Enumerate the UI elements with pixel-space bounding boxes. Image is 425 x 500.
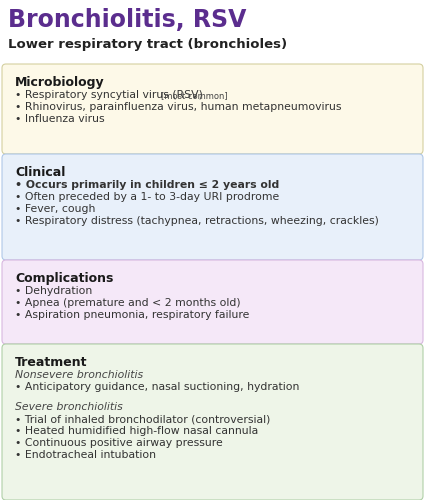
Text: Microbiology: Microbiology [15, 76, 105, 89]
Text: • Continuous positive airway pressure: • Continuous positive airway pressure [15, 438, 223, 448]
Text: Nonsevere bronchiolitis: Nonsevere bronchiolitis [15, 370, 143, 380]
Text: • Respiratory distress (tachypnea, retractions, wheezing, crackles): • Respiratory distress (tachypnea, retra… [15, 216, 379, 226]
Text: • Apnea (premature and < 2 months old): • Apnea (premature and < 2 months old) [15, 298, 241, 308]
Text: Treatment: Treatment [15, 356, 88, 369]
FancyBboxPatch shape [2, 64, 423, 154]
Text: • Aspiration pneumonia, respiratory failure: • Aspiration pneumonia, respiratory fail… [15, 310, 249, 320]
FancyBboxPatch shape [2, 260, 423, 344]
Text: • Dehydration: • Dehydration [15, 286, 92, 296]
Text: • Fever, cough: • Fever, cough [15, 204, 95, 214]
Text: Complications: Complications [15, 272, 113, 285]
Text: Clinical: Clinical [15, 166, 65, 179]
FancyBboxPatch shape [2, 344, 423, 500]
Text: • Occurs primarily in children ≤ 2 years old: • Occurs primarily in children ≤ 2 years… [15, 180, 279, 190]
Text: • Influenza virus: • Influenza virus [15, 114, 105, 124]
Text: • Often preceded by a 1- to 3-day URI prodrome: • Often preceded by a 1- to 3-day URI pr… [15, 192, 279, 202]
Text: • Trial of inhaled bronchodilator (controversial): • Trial of inhaled bronchodilator (contr… [15, 414, 270, 424]
Text: • Rhinovirus, parainfluenza virus, human metapneumovirus: • Rhinovirus, parainfluenza virus, human… [15, 102, 342, 112]
Text: • Endotracheal intubation: • Endotracheal intubation [15, 450, 156, 460]
Text: Severe bronchiolitis: Severe bronchiolitis [15, 402, 123, 412]
Text: • Heated humidified high-flow nasal cannula: • Heated humidified high-flow nasal cann… [15, 426, 258, 436]
Text: Lower respiratory tract (bronchioles): Lower respiratory tract (bronchioles) [8, 38, 287, 51]
Text: [most common]: [most common] [161, 91, 228, 100]
Text: • Anticipatory guidance, nasal suctioning, hydration: • Anticipatory guidance, nasal suctionin… [15, 382, 299, 392]
Text: • Respiratory syncytial virus (RSV): • Respiratory syncytial virus (RSV) [15, 90, 207, 100]
FancyBboxPatch shape [2, 154, 423, 260]
Text: Bronchiolitis, RSV: Bronchiolitis, RSV [8, 8, 246, 32]
